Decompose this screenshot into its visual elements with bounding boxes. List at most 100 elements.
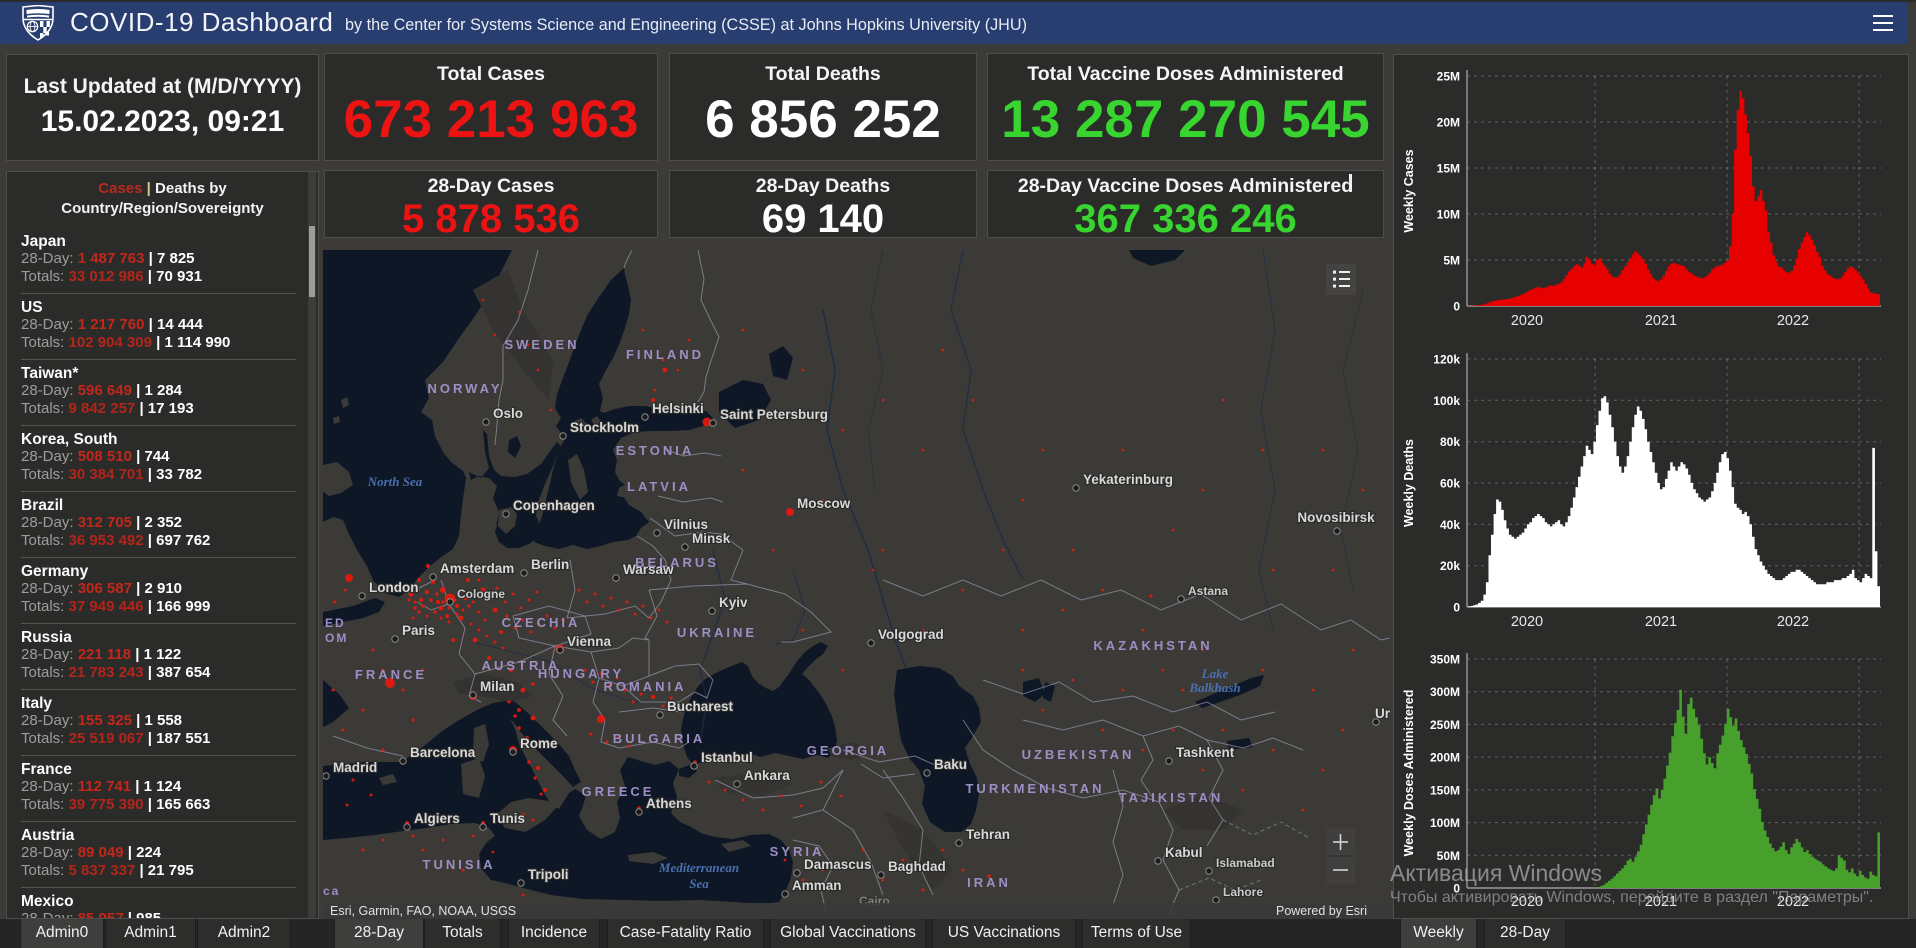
svg-text:20k: 20k <box>1440 559 1460 573</box>
svg-text:2020: 2020 <box>1511 313 1543 329</box>
svg-text:GREECE: GREECE <box>582 784 655 799</box>
svg-text:15M: 15M <box>1437 162 1460 176</box>
svg-text:60k: 60k <box>1440 477 1460 491</box>
svg-text:Cologne: Cologne <box>457 587 505 601</box>
svg-text:LATVIA: LATVIA <box>627 479 691 494</box>
svg-text:IRAN: IRAN <box>967 875 1011 890</box>
svg-text:KAZAKHSTAN: KAZAKHSTAN <box>1093 638 1212 653</box>
svg-text:80k: 80k <box>1440 435 1460 449</box>
svg-text:OM: OM <box>325 631 348 645</box>
svg-text:2020: 2020 <box>1511 614 1543 630</box>
svg-text:Baku: Baku <box>934 757 967 772</box>
svg-text:250M: 250M <box>1430 718 1460 732</box>
svg-text:Weekly Doses Administered: Weekly Doses Administered <box>1402 690 1416 857</box>
svg-text:2021: 2021 <box>1645 313 1677 329</box>
svg-text:AUSTRIA: AUSTRIA <box>482 658 561 673</box>
svg-text:Baghdad: Baghdad <box>888 859 946 874</box>
svg-text:Oslo: Oslo <box>493 406 523 421</box>
svg-text:Copenhagen: Copenhagen <box>513 498 595 513</box>
svg-text:2022: 2022 <box>1777 614 1809 630</box>
svg-text:100k: 100k <box>1433 394 1460 408</box>
svg-text:2021: 2021 <box>1645 894 1677 910</box>
svg-text:TAJIKISTAN: TAJIKISTAN <box>1119 790 1224 805</box>
svg-text:200M: 200M <box>1430 751 1460 765</box>
svg-text:2021: 2021 <box>1645 614 1677 630</box>
svg-text:40k: 40k <box>1440 518 1460 532</box>
svg-text:UKRAINE: UKRAINE <box>677 625 757 640</box>
svg-text:Tehran: Tehran <box>966 827 1010 842</box>
svg-text:Sea: Sea <box>689 876 709 891</box>
svg-text:ESTONIA: ESTONIA <box>616 443 695 458</box>
svg-text:Amman: Amman <box>792 878 842 893</box>
svg-text:Barcelona: Barcelona <box>410 745 476 760</box>
svg-text:Rome: Rome <box>520 736 558 751</box>
svg-text:2022: 2022 <box>1777 313 1809 329</box>
svg-text:ROMANIA: ROMANIA <box>603 679 686 694</box>
svg-text:100M: 100M <box>1430 816 1460 830</box>
svg-text:0: 0 <box>1453 882 1460 896</box>
svg-text:HUNGARY: HUNGARY <box>538 666 624 681</box>
svg-text:Astana: Astana <box>1188 584 1228 598</box>
svg-text:10M: 10M <box>1437 208 1460 222</box>
svg-text:Vilnius: Vilnius <box>664 517 708 532</box>
svg-text:ED: ED <box>325 616 346 630</box>
svg-text:0: 0 <box>1453 300 1460 314</box>
svg-text:Tunis: Tunis <box>490 811 525 826</box>
svg-text:5M: 5M <box>1443 254 1460 268</box>
svg-text:ca: ca <box>323 884 340 898</box>
svg-text:Volgograd: Volgograd <box>878 627 944 642</box>
svg-text:Tripoli: Tripoli <box>528 867 569 882</box>
svg-text:TUNISIA: TUNISIA <box>423 857 496 872</box>
svg-text:Amsterdam: Amsterdam <box>440 561 514 576</box>
svg-text:Weekly Cases: Weekly Cases <box>1402 149 1416 232</box>
svg-text:Yekaterinburg: Yekaterinburg <box>1083 472 1173 487</box>
svg-text:Lahore: Lahore <box>1223 885 1263 899</box>
svg-text:300M: 300M <box>1430 685 1460 699</box>
svg-text:Berlin: Berlin <box>531 557 569 572</box>
svg-text:CZECHIA: CZECHIA <box>502 615 581 630</box>
svg-text:Kabul: Kabul <box>1165 845 1203 860</box>
svg-text:0: 0 <box>1453 601 1460 615</box>
svg-text:Ankara: Ankara <box>744 768 790 783</box>
svg-text:Bucharest: Bucharest <box>667 699 734 714</box>
svg-text:BULGARIA: BULGARIA <box>613 731 706 746</box>
svg-text:TURKMENISTAN: TURKMENISTAN <box>965 781 1104 796</box>
svg-text:Minsk: Minsk <box>692 531 731 546</box>
svg-text:SYRIA: SYRIA <box>770 844 825 859</box>
svg-text:Weekly Deaths: Weekly Deaths <box>1402 439 1416 527</box>
svg-text:FRANCE: FRANCE <box>355 667 427 682</box>
svg-text:Saint Petersburg: Saint Petersburg <box>720 407 828 422</box>
svg-text:25M: 25M <box>1437 70 1460 84</box>
svg-text:Tashkent: Tashkent <box>1176 745 1235 760</box>
svg-text:London: London <box>369 580 418 595</box>
svg-text:50M: 50M <box>1437 849 1460 863</box>
svg-text:BELARUS: BELARUS <box>635 555 719 570</box>
svg-text:Paris: Paris <box>402 623 435 638</box>
svg-text:Mediterranean: Mediterranean <box>658 860 739 875</box>
svg-text:Stockholm: Stockholm <box>570 420 639 435</box>
svg-text:2020: 2020 <box>1511 894 1543 910</box>
svg-text:Athens: Athens <box>646 796 692 811</box>
svg-text:Ur: Ur <box>1375 706 1390 721</box>
svg-text:Kyiv: Kyiv <box>719 595 748 610</box>
svg-text:Warsaw: Warsaw <box>623 562 674 577</box>
svg-text:Esri, Garmin, FAO, NOAA, USGS: Esri, Garmin, FAO, NOAA, USGS <box>330 904 516 918</box>
svg-text:Islamabad: Islamabad <box>1216 856 1275 870</box>
svg-text:Istanbul: Istanbul <box>701 750 753 765</box>
svg-text:Powered by Esri: Powered by Esri <box>1276 904 1367 918</box>
svg-text:UZBEKISTAN: UZBEKISTAN <box>1022 747 1135 762</box>
svg-text:20M: 20M <box>1437 116 1460 130</box>
svg-text:GEORGIA: GEORGIA <box>807 743 889 758</box>
svg-text:150M: 150M <box>1430 783 1460 797</box>
svg-text:Damascus: Damascus <box>804 857 872 872</box>
svg-text:Helsinki: Helsinki <box>652 401 704 416</box>
svg-text:Balkhash: Balkhash <box>1188 680 1240 695</box>
svg-text:Milan: Milan <box>480 679 515 694</box>
svg-text:SWEDEN: SWEDEN <box>504 337 579 352</box>
svg-text:Vienna: Vienna <box>567 634 612 649</box>
svg-text:Algiers: Algiers <box>414 811 460 826</box>
svg-text:FINLAND: FINLAND <box>626 347 704 362</box>
svg-text:350M: 350M <box>1430 653 1460 667</box>
svg-text:Moscow: Moscow <box>797 496 851 511</box>
svg-text:Madrid: Madrid <box>333 760 377 775</box>
